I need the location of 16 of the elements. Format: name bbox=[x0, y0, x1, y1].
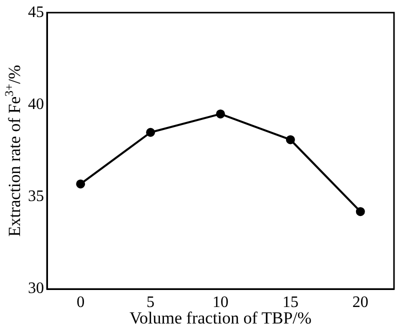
x-tick-label: 15 bbox=[282, 294, 298, 311]
point bbox=[356, 207, 365, 216]
x-tick-label: 10 bbox=[212, 294, 228, 311]
x-tick-label: 5 bbox=[146, 294, 155, 311]
point bbox=[286, 135, 295, 144]
y-tick-label: 45 bbox=[28, 4, 44, 21]
point bbox=[146, 128, 156, 137]
x-tick-label: 0 bbox=[76, 294, 85, 311]
x-tick-label: 20 bbox=[352, 294, 368, 311]
x-axis-title: Volume fraction of TBP/% bbox=[129, 308, 312, 328]
y-tick-label: 40 bbox=[28, 96, 44, 113]
y-tick-label: 35 bbox=[28, 188, 44, 206]
point bbox=[76, 179, 86, 188]
point bbox=[216, 109, 225, 118]
y-tick-label: 30 bbox=[28, 280, 44, 298]
y-axis-title: Extraction rate of Fe3+/% bbox=[2, 64, 24, 237]
